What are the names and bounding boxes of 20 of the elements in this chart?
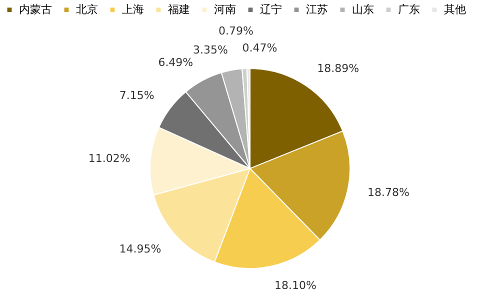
data-label: 7.15% (119, 89, 154, 102)
data-label: 11.02% (88, 152, 130, 166)
legend-label: 内蒙古 (19, 2, 52, 16)
data-label: 18.89% (317, 62, 360, 76)
legend-label: 河南 (214, 2, 236, 16)
legend-label: 江苏 (306, 2, 328, 16)
data-label: 0.79% (218, 24, 254, 38)
legend-label: 广东 (398, 2, 420, 16)
data-label: 0.47% (242, 42, 278, 55)
data-label: 18.78% (367, 186, 410, 200)
legend-label: 辽宁 (260, 2, 282, 16)
legend-label: 山东 (352, 2, 374, 16)
data-label: 3.35% (193, 44, 228, 57)
legend-label: 上海 (122, 2, 144, 16)
legend-label: 其他 (444, 2, 466, 16)
data-label: 14.95% (119, 242, 162, 256)
legend-label: 福建 (168, 2, 190, 16)
data-label: 18.10% (274, 278, 316, 292)
legend-label: 北京 (76, 2, 98, 16)
data-label: 6.49% (158, 56, 194, 69)
